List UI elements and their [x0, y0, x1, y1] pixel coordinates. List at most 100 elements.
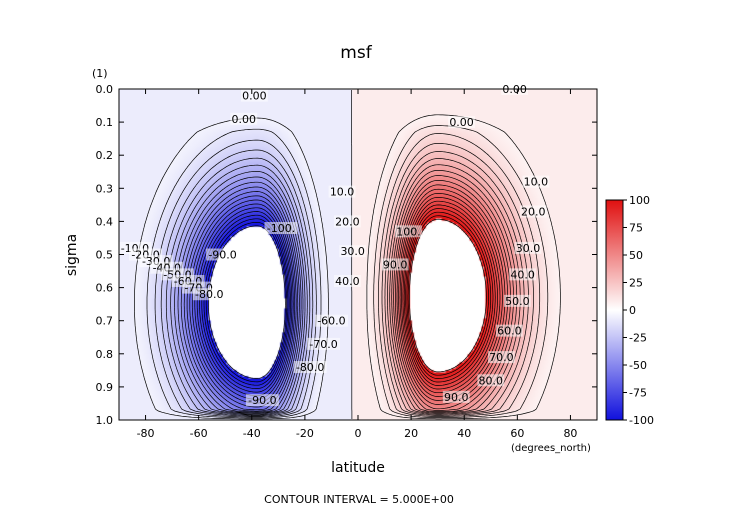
colorbar: 100 75 50 25 0 -25 -50 -75 -100: [605, 194, 654, 427]
contour-label: 20.0: [335, 215, 360, 228]
contour-label-bg: [477, 374, 505, 387]
colorbar-tick-label: 75: [629, 222, 643, 235]
contour-label: 0.00: [242, 90, 267, 103]
contour-label: 0.00: [232, 113, 257, 126]
contour-label: 10.0: [330, 186, 355, 199]
contour-label-bg: [293, 361, 327, 374]
x-tick-label: 40: [457, 427, 471, 440]
contour-label-bg: [509, 268, 537, 281]
contour-label-bg: [488, 351, 515, 364]
contour-line-pos-100: [409, 218, 487, 373]
contour-line-pos-45: [393, 175, 514, 411]
contour-line-pos-95: [407, 215, 489, 376]
contour-label: 0.00: [449, 116, 474, 129]
contour-line-neg-90: [203, 218, 289, 386]
contour-label: 30.0: [340, 245, 365, 258]
contour-line-neg-45: [180, 181, 302, 413]
contour-label-bg: [381, 258, 409, 271]
y-tick-label: 1.0: [96, 414, 114, 427]
x-axis-label: latitude: [331, 460, 385, 476]
colorbar-tick-label: 50: [629, 249, 643, 262]
colorbar-tick-label: 100: [629, 194, 650, 207]
contour-line-neg-35: [174, 171, 306, 414]
contour-label: -60.0: [317, 315, 345, 328]
contour-interval-footer: CONTOUR INTERVAL = 5.000E+00: [264, 493, 454, 506]
y-units: (1): [92, 67, 108, 80]
x-tick-label: 20: [404, 427, 418, 440]
contour-line-pos-70: [401, 196, 501, 394]
colorbar-tick-label: -100: [629, 414, 654, 427]
contour-line-pos-80: [403, 204, 496, 386]
y-tick-label: 0.2: [96, 149, 114, 162]
contour-label: 90.0: [383, 258, 408, 271]
contour-label-bg: [503, 294, 531, 307]
contour-label-bg: [306, 337, 340, 350]
contour-label-bg: [519, 205, 547, 218]
colorbar-tick-label: 0: [629, 304, 636, 317]
contour-line-neg-85: [201, 214, 290, 389]
contour-line-neg-25: [165, 157, 311, 416]
x-tick-label: -20: [296, 427, 314, 440]
contour-line-pos-55: [396, 184, 509, 405]
contour-label-bg: [514, 241, 542, 254]
contour-label-bg: [328, 185, 356, 198]
contour-line-pos-10: [373, 125, 549, 418]
contour-label-bg: [264, 222, 298, 235]
contour-label: 100.: [396, 225, 421, 238]
x-tick-label: -40: [243, 427, 261, 440]
contour-label-bg: [333, 215, 361, 228]
contour-label: 70.0: [489, 351, 514, 364]
y-tick-label: 0.4: [96, 215, 114, 228]
contour-line-pos-5: [366, 114, 561, 420]
y-tick-label: 0.8: [96, 348, 114, 361]
contour-label: 40.0: [335, 275, 360, 288]
y-tick-label: 0.0: [96, 83, 114, 96]
colorbar-gradient: [605, 199, 624, 421]
chart-title: msf: [340, 43, 372, 63]
contour-label: -80.0: [296, 361, 324, 374]
colorbar-tick-label: -50: [629, 359, 647, 372]
contour-label: 10.0: [524, 176, 549, 189]
x-units: (degrees_north): [511, 443, 591, 454]
contour-label-bg: [241, 89, 268, 102]
contour-label: 30.0: [516, 242, 541, 255]
contour-label: 80.0: [479, 374, 504, 387]
y-tick-label: 0.1: [96, 116, 114, 129]
y-tick-label: 0.7: [96, 315, 114, 328]
contour-label-bg: [206, 248, 240, 261]
x-tick-label: -80: [137, 427, 155, 440]
contour-label: 20.0: [521, 205, 546, 218]
y-axis-label: sigma: [64, 234, 80, 276]
contour-label-bg: [333, 274, 361, 287]
contour-label: 40.0: [510, 268, 535, 281]
contour-label-bg: [245, 394, 279, 407]
contour-label-bg: [192, 288, 226, 301]
x-tick-label: 0: [355, 427, 362, 440]
contour-label: 90.0: [444, 391, 469, 404]
y-tick-label: 0.3: [96, 182, 114, 195]
contour-label: 60.0: [497, 325, 522, 338]
contour-line-pos-60: [398, 188, 506, 401]
contour-line-pos-50: [395, 180, 511, 410]
colorbar-tick-label: -25: [629, 332, 647, 345]
y-tick-label: 0.6: [96, 282, 114, 295]
contour-label: -70.0: [309, 338, 337, 351]
contour-label-bg: [448, 116, 475, 129]
contour-label-bg: [442, 390, 470, 403]
contour-line-pos-20: [381, 143, 534, 416]
colorbar-tick-label: -75: [629, 387, 647, 400]
contour-line-pos-65: [399, 193, 503, 397]
contour-line-neg-80: [199, 211, 291, 393]
colorbar-tick-label: 25: [629, 277, 643, 290]
contour-label: -90.0: [248, 394, 276, 407]
contour-label-bg: [339, 245, 367, 258]
contour-label-bg: [230, 112, 258, 125]
x-tick-label: -60: [190, 427, 208, 440]
x-tick-label: 80: [563, 427, 577, 440]
contour-label-bg: [522, 175, 550, 188]
y-axis: 0.0 0.1 0.2 0.3 0.4 0.5 0.6 0.7 0.8 0.9 1.0: [96, 83, 597, 427]
contour-line-pos-85: [405, 208, 494, 383]
contour-line-neg-50: [183, 186, 300, 412]
x-tick-label: 60: [510, 427, 524, 440]
contour-label-bg: [395, 225, 422, 238]
